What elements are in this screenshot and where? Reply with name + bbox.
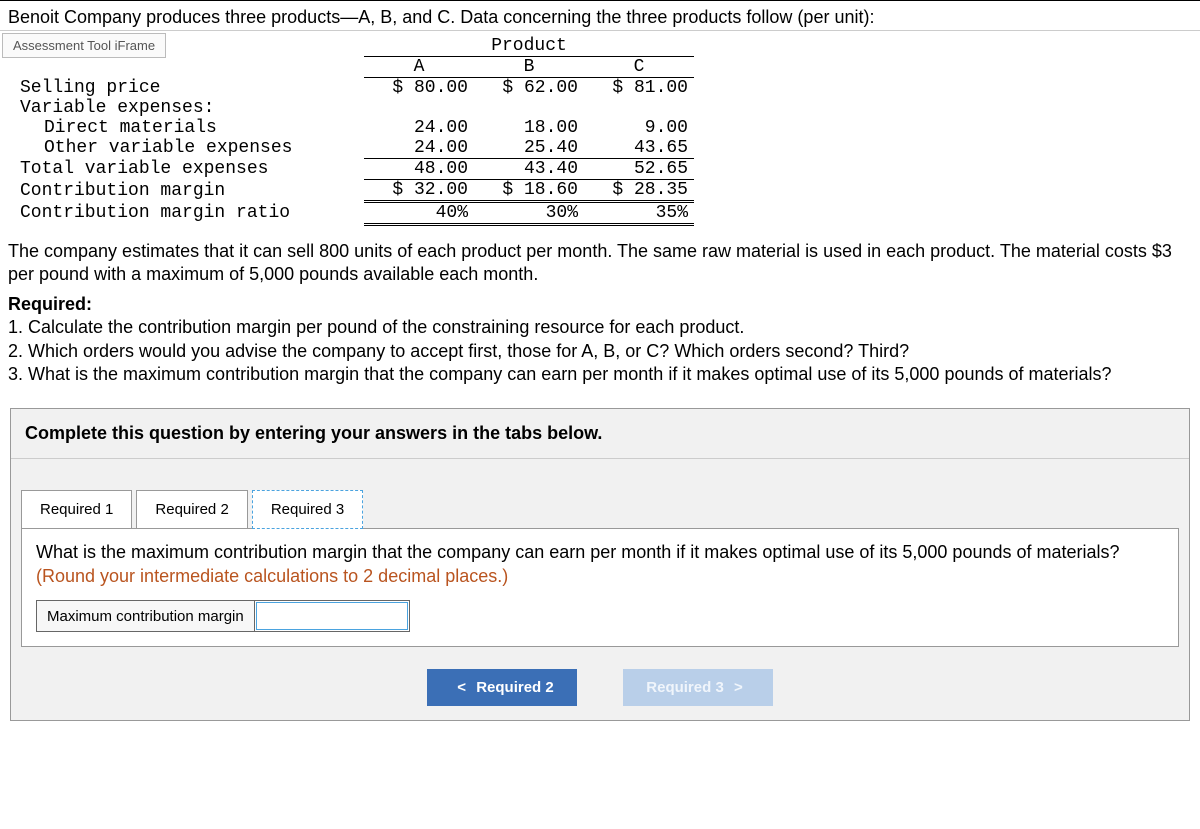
- required-block: Required: 1. Calculate the contribution …: [0, 291, 1200, 401]
- instruction-text: Complete this question by entering your …: [11, 409, 1189, 459]
- cell: $ 18.60: [474, 180, 584, 202]
- cell: $ 28.35: [584, 180, 694, 202]
- nav-prev-button[interactable]: < Required 2: [427, 669, 577, 706]
- iframe-label: Assessment Tool iFrame: [2, 33, 166, 58]
- row-label: Contribution margin ratio: [14, 202, 364, 225]
- col-b-header: B: [474, 57, 584, 78]
- required-title: Required:: [8, 293, 1192, 316]
- row-label: Variable expenses:: [14, 98, 364, 118]
- cell: 43.40: [474, 159, 584, 180]
- row-label: Other variable expenses: [14, 138, 364, 159]
- row-label: Selling price: [14, 78, 364, 99]
- nav-prev-label: Required 2: [476, 679, 554, 696]
- tab-panel: What is the maximum contribution margin …: [21, 528, 1179, 647]
- product-data-table: Product A B C Selling price $ 80.00 $ 62…: [14, 36, 694, 226]
- row-label: Contribution margin: [14, 180, 364, 202]
- cell: 24.00: [364, 138, 474, 159]
- cell: 43.65: [584, 138, 694, 159]
- required-item: 3. What is the maximum contribution marg…: [8, 363, 1192, 386]
- cell: 25.40: [474, 138, 584, 159]
- cell: 35%: [584, 202, 694, 225]
- tabs-row: Required 1 Required 2 Required 3: [11, 459, 1189, 528]
- cell: 9.00: [584, 118, 694, 138]
- required-item: 2. Which orders would you advise the com…: [8, 340, 1192, 363]
- row-label: Total variable expenses: [14, 159, 364, 180]
- nav-row: < Required 2 Required 3 >: [11, 657, 1189, 720]
- nav-next-label: Required 3: [646, 679, 724, 696]
- row-label: Direct materials: [14, 118, 364, 138]
- col-c-header: C: [584, 57, 694, 78]
- required-item: 1. Calculate the contribution margin per…: [8, 316, 1192, 339]
- panel-hint: (Round your intermediate calculations to…: [36, 566, 508, 586]
- input-row: Maximum contribution margin: [36, 600, 410, 632]
- cell: $ 80.00: [364, 78, 474, 99]
- input-label: Maximum contribution margin: [37, 601, 255, 632]
- cell: 48.00: [364, 159, 474, 180]
- cell: 18.00: [474, 118, 584, 138]
- tab-required-3[interactable]: Required 3: [252, 490, 363, 529]
- cell: $ 62.00: [474, 78, 584, 99]
- body-paragraph: The company estimates that it can sell 8…: [0, 226, 1200, 291]
- col-a-header: A: [364, 57, 474, 78]
- cell: $ 81.00: [584, 78, 694, 99]
- cell: 30%: [474, 202, 584, 225]
- intro-text: Benoit Company produces three products—A…: [0, 1, 1200, 31]
- chevron-left-icon: <: [451, 679, 472, 696]
- chevron-right-icon: >: [728, 679, 749, 696]
- max-contribution-input[interactable]: [257, 603, 407, 629]
- cell: 40%: [364, 202, 474, 225]
- nav-next-button[interactable]: Required 3 >: [623, 669, 773, 706]
- panel-question: What is the maximum contribution margin …: [36, 542, 1120, 562]
- cell: $ 32.00: [364, 180, 474, 202]
- tab-required-2[interactable]: Required 2: [136, 490, 247, 529]
- answer-area: Complete this question by entering your …: [10, 408, 1190, 721]
- product-header: Product: [474, 36, 584, 57]
- cell: 24.00: [364, 118, 474, 138]
- cell: 52.65: [584, 159, 694, 180]
- tab-required-1[interactable]: Required 1: [21, 490, 132, 529]
